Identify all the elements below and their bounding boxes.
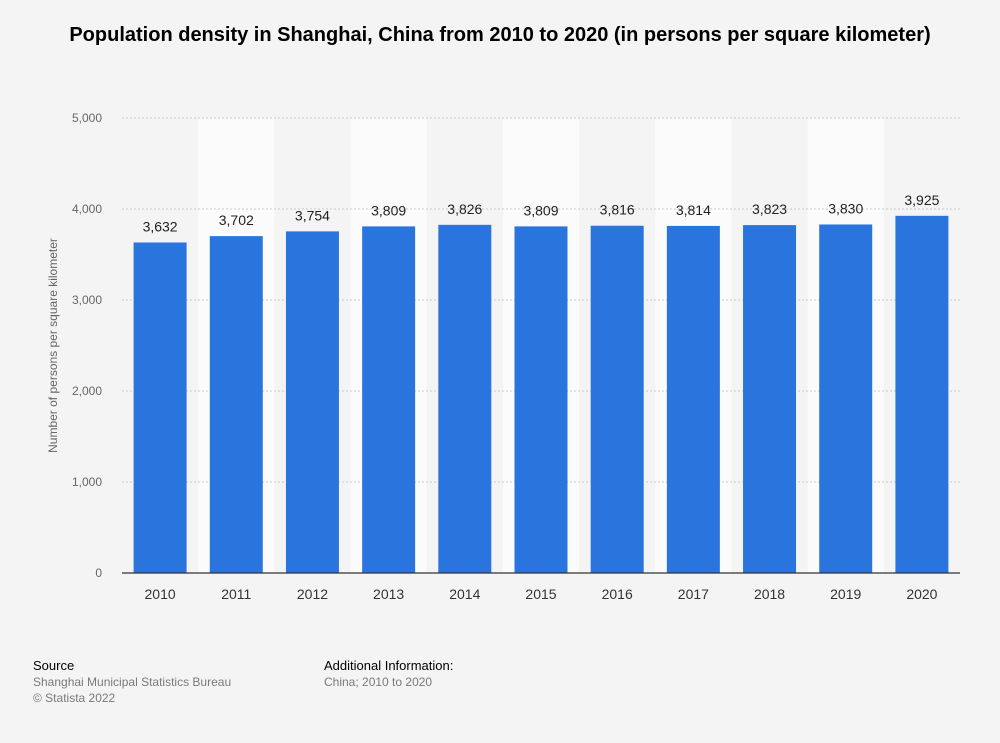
copyright: © Statista 2022 (33, 691, 116, 705)
value-label-2011: 3,702 (219, 212, 254, 228)
x-tick-label-2011: 2011 (221, 586, 251, 602)
y-tick-label: 5,000 (72, 111, 102, 125)
y-tick-label: 1,000 (72, 475, 102, 489)
y-tick-labels: 0 1,000 2,000 3,000 4,000 5,000 (72, 111, 102, 580)
bar-2018[interactable] (743, 225, 797, 573)
value-label-2015: 3,809 (523, 202, 558, 218)
x-tick-label-2015: 2015 (525, 586, 556, 602)
y-tick-label: 3,000 (72, 293, 102, 307)
source-heading[interactable]: Source (33, 658, 75, 673)
value-label-2014: 3,826 (447, 201, 482, 217)
additional-info-block: Additional Information: China; 2010 to 2… (324, 658, 453, 690)
bar-2016[interactable] (590, 225, 644, 573)
y-tick-label: 0 (95, 566, 102, 580)
y-axis-title: Number of persons per square kilometer (46, 238, 60, 453)
additional-info-text: China; 2010 to 2020 (324, 675, 433, 689)
x-tick-label-2010: 2010 (145, 586, 176, 602)
x-tick-labels: 2010 2011 2012 2013 2014 2015 2016 2017 2018 2019… (145, 586, 938, 602)
x-tick-label-2018: 2018 (754, 586, 785, 602)
bar-2017[interactable] (666, 225, 720, 573)
y-tick-label: 2,000 (72, 384, 102, 398)
value-label-2013: 3,809 (371, 202, 406, 218)
bar-2020[interactable] (895, 215, 949, 573)
value-labels: 3,632 3,702 3,754 3,809 3,826 3,809 3,816 3,814… (143, 192, 940, 235)
bar-2015[interactable] (514, 226, 568, 574)
chart-title: Population density in Shanghai, China fr… (69, 24, 931, 46)
bar-2010[interactable] (133, 242, 187, 573)
x-tick-label-2017: 2017 (678, 586, 709, 602)
value-label-2018: 3,823 (752, 201, 787, 217)
bar-2019[interactable] (819, 224, 873, 573)
value-label-2010: 3,632 (143, 218, 178, 234)
bar-2014[interactable] (438, 224, 492, 574)
x-tick-label-2014: 2014 (449, 586, 480, 602)
y-tick-label: 4,000 (72, 202, 102, 216)
source-name: Shanghai Municipal Statistics Bureau (33, 675, 232, 689)
bar-2011[interactable] (209, 236, 263, 574)
value-label-2017: 3,814 (676, 202, 711, 218)
value-label-2016: 3,816 (600, 202, 635, 218)
x-tick-label-2012: 2012 (297, 586, 328, 602)
additional-info-heading[interactable]: Additional Information: (324, 658, 454, 673)
x-tick-label-2016: 2016 (602, 586, 633, 602)
x-tick-label-2019: 2019 (830, 586, 861, 602)
bars (133, 215, 949, 574)
source-block: Source Shanghai Municipal Statistics Bur… (33, 658, 231, 706)
value-label-2012: 3,754 (295, 207, 330, 223)
bar-2013[interactable] (362, 226, 416, 574)
value-label-2019: 3,830 (828, 200, 863, 216)
bar-2012[interactable] (285, 231, 339, 574)
value-label-2020: 3,925 (904, 192, 939, 208)
x-tick-label-2013: 2013 (373, 586, 404, 602)
x-tick-label-2020: 2020 (906, 586, 937, 602)
